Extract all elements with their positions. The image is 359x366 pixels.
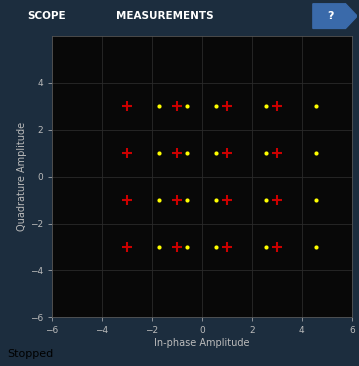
Polygon shape bbox=[313, 4, 357, 29]
Text: ?: ? bbox=[327, 11, 334, 21]
Y-axis label: Quadrature Amplitude: Quadrature Amplitude bbox=[17, 122, 27, 231]
Text: MEASUREMENTS: MEASUREMENTS bbox=[116, 11, 214, 21]
X-axis label: In-phase Amplitude: In-phase Amplitude bbox=[154, 338, 250, 348]
Text: SCOPE: SCOPE bbox=[27, 11, 66, 21]
Text: Stopped: Stopped bbox=[7, 348, 53, 359]
